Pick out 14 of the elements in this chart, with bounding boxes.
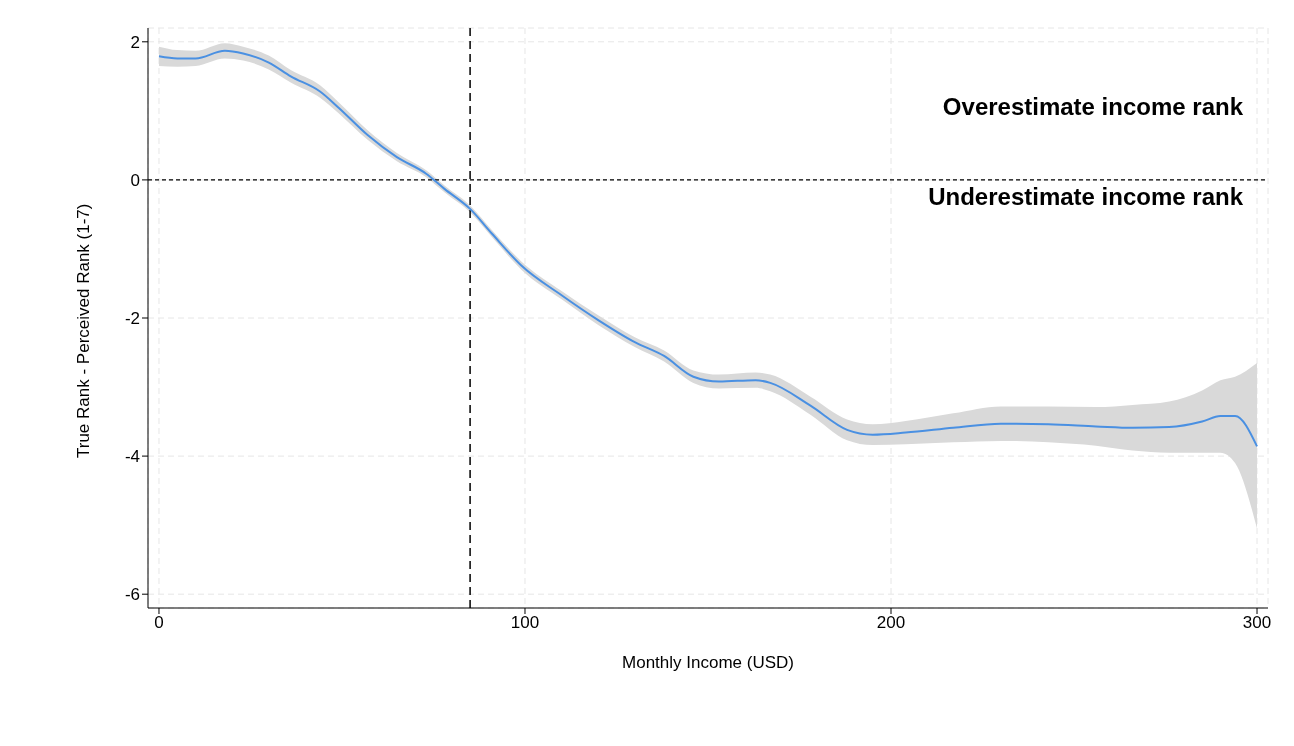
x-tick-label: 100 <box>510 613 540 633</box>
x-tick-label: 200 <box>876 613 906 633</box>
y-axis-title: True Rank - Perceived Rank (1-7) <box>74 203 94 458</box>
y-tick-label: -4 <box>124 447 140 467</box>
x-tick-label: 300 <box>1242 613 1272 633</box>
annotation: Overestimate income rank <box>942 93 1243 122</box>
y-tick-label: 2 <box>130 32 140 52</box>
x-tick-label: 0 <box>154 613 164 633</box>
y-tick-label: 0 <box>130 170 140 190</box>
line-series <box>157 49 1259 448</box>
x-axis-title: Monthly Income (USD) <box>622 653 794 672</box>
y-tick-label: -6 <box>124 585 140 605</box>
y-tick-label: -2 <box>124 309 140 329</box>
annotation: Underestimate income rank <box>928 183 1243 212</box>
